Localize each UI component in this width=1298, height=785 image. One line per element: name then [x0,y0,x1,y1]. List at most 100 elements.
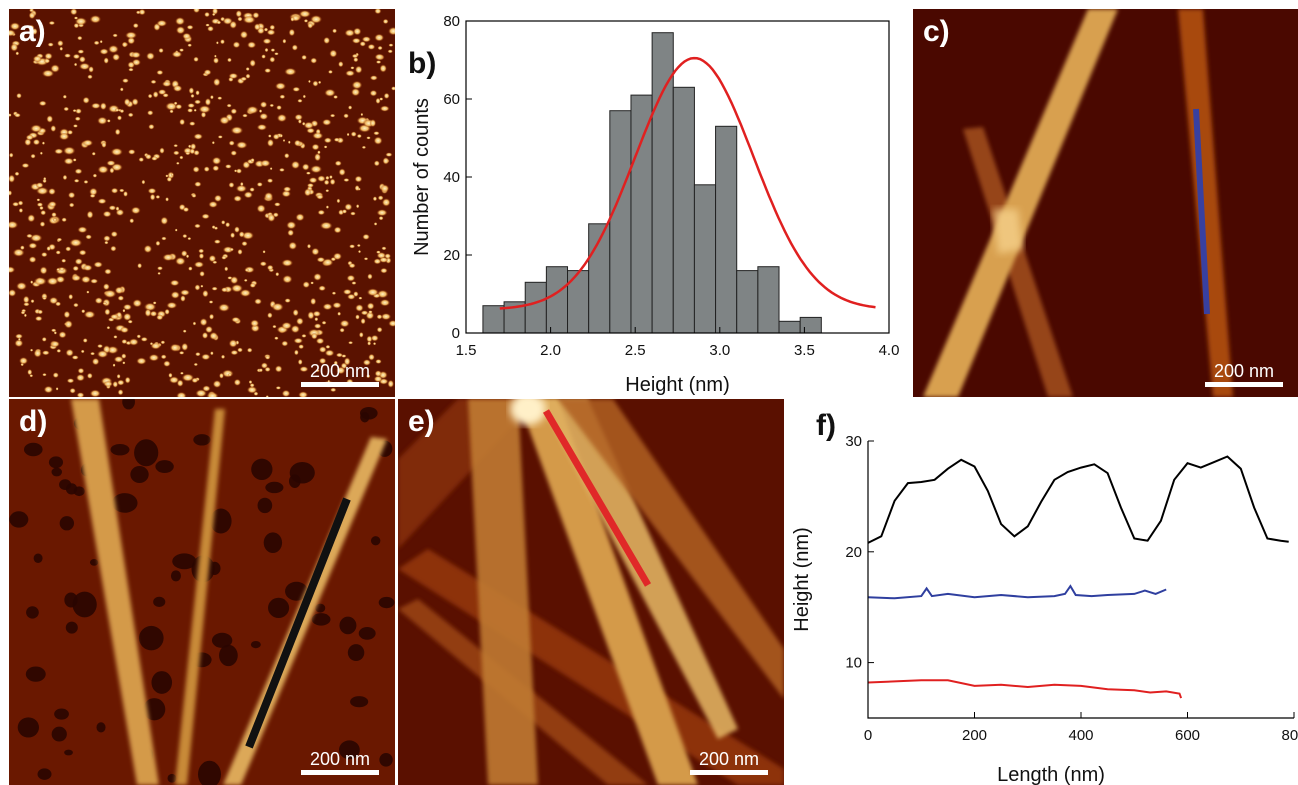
afm-particle [39,266,48,275]
afm-hole [130,466,149,483]
afm-particle [377,45,383,51]
afm-particle [78,55,86,63]
afm-particle [40,209,47,216]
afm-hole [370,536,381,546]
y-tick-label: 10 [845,655,862,672]
afm-particle [286,221,297,230]
afm-particle [9,220,19,229]
histogram-bar [693,184,717,334]
afm-particle [64,319,73,329]
afm-particle [57,39,64,47]
afm-particle [381,246,387,251]
afm-image-c: c) 200 nm [913,9,1298,397]
afm-particle [319,221,333,230]
afm-particle [61,217,67,223]
afm-particle [321,118,332,126]
afm-particle [187,43,193,48]
afm-particle [86,210,94,219]
afm-particle [160,216,169,225]
afm-particle [345,70,356,77]
afm-particle [9,113,12,117]
afm-particle [23,302,30,307]
afm-hole [73,486,85,497]
afm-particle [373,131,380,136]
afm-particle [73,178,80,183]
afm-particle [150,342,162,350]
afm-particle [168,372,173,379]
afm-hole [25,666,46,682]
afm-particle [9,174,16,183]
afm-particle [195,90,200,96]
afm-particle [93,40,100,46]
afm-particle [160,340,166,345]
afm-particle [193,108,197,112]
afm-particle [288,28,296,37]
afm-particle [131,51,141,59]
afm-particle [237,347,243,353]
afm-particle [297,119,302,124]
afm-particle [325,344,331,349]
afm-particle [155,240,161,247]
afm-particle [249,383,255,388]
afm-particle [230,284,243,293]
afm-particle [281,321,292,330]
afm-particle [77,226,88,234]
afm-hole [17,717,40,738]
afm-particle [354,184,360,192]
afm-particle [298,344,305,350]
afm-particle [181,342,189,352]
afm-particle [269,167,273,171]
afm-particle [325,189,330,193]
afm-particle [191,377,199,384]
afm-particle [72,109,77,113]
afm-hole [347,644,365,662]
afm-particle [39,221,46,228]
afm-particle [234,226,240,233]
afm-particle [333,360,338,366]
afm-particle [290,324,300,334]
afm-particle [284,67,297,76]
afm-particle [62,174,68,181]
afm-particle [166,176,173,183]
afm-particle [203,166,210,173]
x-tick-label: 200 [962,727,987,744]
afm-hole [26,606,39,619]
afm-fibers-image-e [398,399,784,785]
afm-particle [233,378,242,386]
afm-hole [170,570,181,582]
afm-particle [263,27,269,32]
afm-particle [344,203,353,211]
afm-particle [366,288,379,297]
afm-particle [373,222,378,226]
afm-particle [112,380,119,388]
afm-particle [302,94,306,99]
afm-particle [50,125,57,133]
afm-particle [85,234,93,240]
afm-particle [241,240,248,247]
afm-particle [246,105,259,115]
x-tick-label: 400 [1068,727,1093,744]
afm-particle [175,26,186,35]
afm-particle [249,187,255,192]
afm-particle [254,298,262,305]
profile-panel-f: 0 200 400 600 800 10 20 30 Length (nm) Height (nm… [786,399,1298,785]
afm-particle [355,304,364,312]
afm-particle [306,243,312,249]
x-tick-label: 4.0 [879,342,900,359]
afm-particle [168,376,180,384]
afm-particle [310,281,314,285]
afm-hole [59,516,75,531]
afm-particle [41,350,50,356]
afm-hole [268,597,290,619]
afm-particle [48,20,56,26]
afm-particle [220,354,226,360]
afm-particle [48,201,57,208]
afm-particle [259,112,269,120]
afm-hole [151,671,173,694]
afm-particle [86,290,90,294]
afm-particle [260,159,271,167]
afm-particle [333,226,342,234]
afm-particle [65,348,74,357]
afm-particle [165,197,170,202]
afm-particle [14,112,21,118]
